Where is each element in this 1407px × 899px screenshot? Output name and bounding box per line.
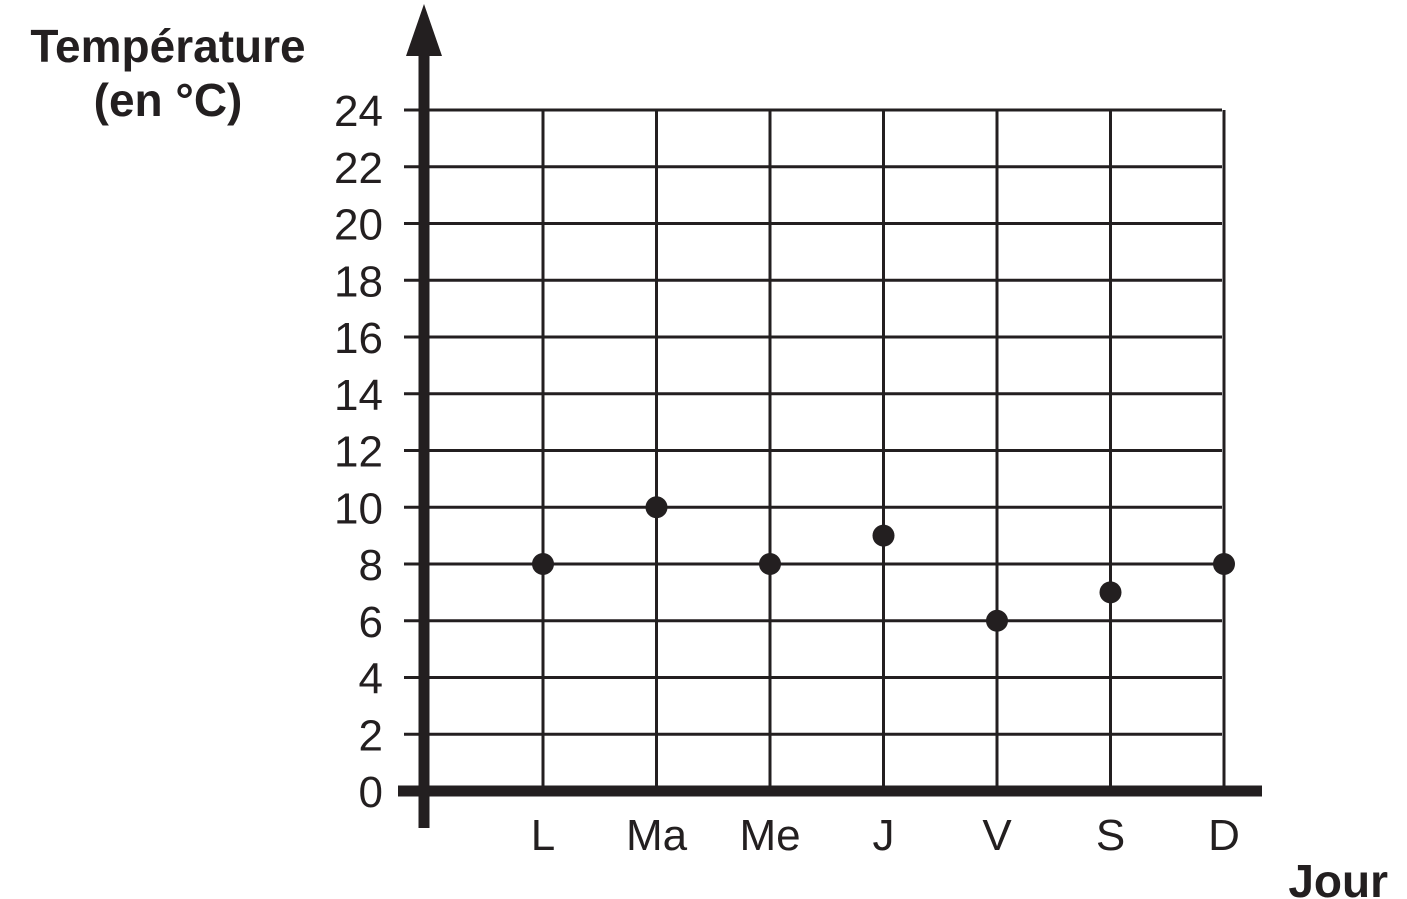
x-tick-label-V: V xyxy=(982,811,1012,860)
point-S xyxy=(1099,581,1122,604)
point-V xyxy=(986,609,1008,632)
grid xyxy=(404,108,1226,793)
data-points xyxy=(532,496,1235,632)
y-axis-label-line-1: Température xyxy=(30,20,305,72)
x-tick-label-L: L xyxy=(531,811,555,860)
x-tick-labels: L Ma Me J V S D xyxy=(531,811,1240,860)
x-tick-label-D: D xyxy=(1208,811,1240,860)
y-tick-label-4: 4 xyxy=(359,655,383,704)
y-axis-arrow xyxy=(406,4,442,56)
point-D xyxy=(1213,553,1235,575)
y-tick-label-12: 12 xyxy=(334,428,383,477)
y-tick-label-18: 18 xyxy=(334,257,383,306)
y-axis-label-line-2: (en °C) xyxy=(94,74,243,126)
point-L xyxy=(532,553,554,575)
x-tick-label-Ma: Ma xyxy=(626,811,688,860)
y-tick-label-6: 6 xyxy=(359,598,383,647)
x-tick-label-S: S xyxy=(1096,811,1125,860)
y-tick-label-14: 14 xyxy=(334,371,383,420)
x-axis-label: Jour xyxy=(1288,855,1388,899)
y-tick-label-16: 16 xyxy=(334,314,383,363)
x-tick-label-J: J xyxy=(873,811,895,860)
x-tick-label-Me: Me xyxy=(739,811,800,860)
y-tick-label-22: 22 xyxy=(334,144,383,193)
axes xyxy=(398,4,1262,828)
y-tick-label-24: 24 xyxy=(334,87,383,136)
y-tick-label-2: 2 xyxy=(359,711,383,760)
point-Me xyxy=(759,553,781,575)
y-tick-label-10: 10 xyxy=(334,484,383,533)
point-J xyxy=(872,524,895,547)
y-tick-label-8: 8 xyxy=(359,541,383,590)
y-tick-label-20: 20 xyxy=(334,201,383,250)
y-tick-label-0: 0 xyxy=(359,768,383,817)
point-Ma xyxy=(645,496,668,519)
